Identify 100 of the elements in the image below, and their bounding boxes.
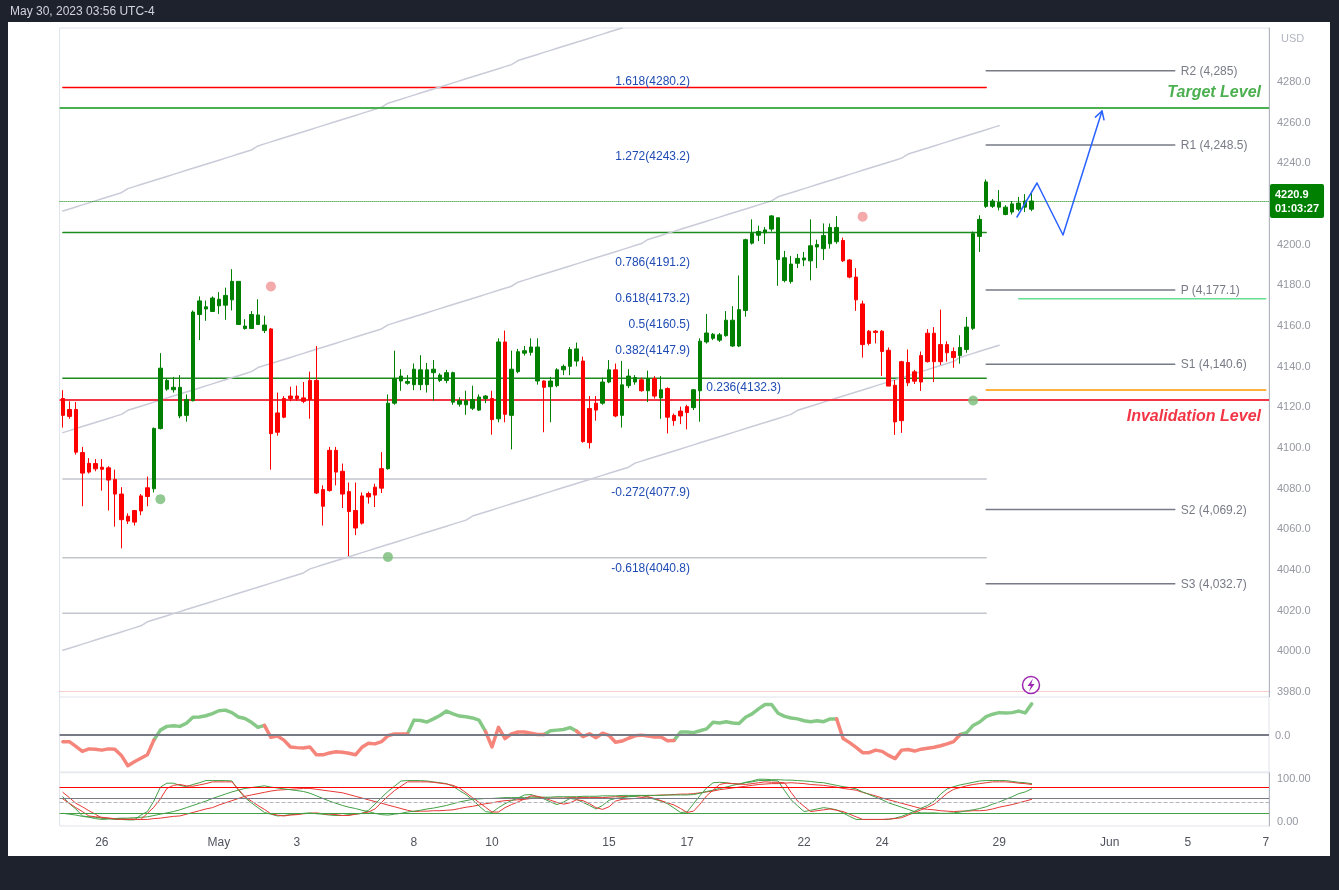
y-tick-label: 4180.0 bbox=[1277, 278, 1311, 291]
series-label: S2 (4,069.2) bbox=[1180, 502, 1247, 517]
candlestick bbox=[841, 237, 845, 263]
candlestick bbox=[893, 379, 897, 436]
candlestick bbox=[652, 375, 657, 399]
point bbox=[155, 494, 166, 505]
candlestick bbox=[782, 250, 787, 283]
annotation: -0.618(4040.8) bbox=[611, 561, 690, 575]
x-tick-label: 26 bbox=[95, 835, 109, 849]
candlestick bbox=[834, 215, 839, 245]
annotation: 0.5(4160.5) bbox=[628, 317, 690, 331]
candlestick bbox=[795, 253, 800, 269]
candlestick bbox=[613, 363, 618, 418]
candlestick bbox=[360, 491, 364, 526]
candlestick bbox=[217, 291, 221, 315]
candlestick bbox=[808, 218, 813, 281]
point bbox=[968, 395, 979, 406]
candlestick bbox=[249, 310, 254, 330]
candlestick bbox=[340, 463, 345, 509]
y-tick-label: 100.00 bbox=[1277, 771, 1311, 784]
candlestick bbox=[288, 386, 293, 402]
candlestick bbox=[431, 359, 436, 402]
candlestick bbox=[184, 393, 189, 423]
annotation: 1.618(4280.2) bbox=[615, 74, 690, 88]
y-tick-label: 4140.0 bbox=[1277, 359, 1311, 372]
y-tick-label: 4020.0 bbox=[1277, 603, 1311, 616]
candlestick bbox=[633, 374, 637, 386]
y-tick-label: 4000.0 bbox=[1277, 644, 1311, 657]
candlestick bbox=[685, 404, 689, 430]
candlestick bbox=[425, 362, 429, 394]
candlestick bbox=[178, 374, 182, 419]
candlestick bbox=[139, 493, 143, 516]
ref-line-label: 0.0 bbox=[1275, 728, 1291, 741]
x-tick-label: Jun bbox=[1100, 835, 1120, 849]
candlestick bbox=[587, 395, 592, 450]
candlestick bbox=[152, 427, 156, 493]
x-tick-label: 7 bbox=[1262, 835, 1270, 849]
x-tick-label: 17 bbox=[680, 835, 695, 849]
candlestick bbox=[119, 486, 124, 549]
line-series bbox=[62, 124, 1000, 434]
candlestick bbox=[971, 231, 975, 331]
candlestick bbox=[828, 222, 832, 250]
candlestick bbox=[548, 376, 553, 423]
candlestick bbox=[230, 268, 234, 311]
y-tick-label: 4160.0 bbox=[1277, 318, 1311, 331]
candlestick bbox=[158, 352, 163, 430]
candlestick bbox=[932, 326, 936, 383]
candlestick bbox=[132, 509, 137, 527]
candlestick bbox=[763, 226, 767, 245]
candlestick bbox=[529, 337, 533, 357]
candlestick bbox=[867, 329, 871, 346]
annotation: 0.786(4191.2) bbox=[615, 255, 690, 269]
candlestick bbox=[646, 370, 650, 403]
annotation: 0.382(4147.9) bbox=[615, 343, 690, 357]
y-tick-label: 4280.0 bbox=[1277, 74, 1311, 87]
candlestick bbox=[756, 225, 761, 242]
candlestick bbox=[678, 406, 683, 425]
line-series bbox=[62, 344, 1000, 651]
candlestick bbox=[737, 274, 741, 348]
candlestick bbox=[269, 327, 273, 471]
candlestick bbox=[607, 359, 611, 384]
candlestick bbox=[704, 313, 709, 345]
series-label: S1 (4,140.6) bbox=[1180, 357, 1247, 372]
y-tick-label: 4100.0 bbox=[1277, 440, 1311, 453]
candlestick bbox=[93, 458, 98, 472]
candlestick bbox=[67, 400, 72, 420]
candlestick bbox=[165, 378, 169, 392]
annotation: 0.618(4173.2) bbox=[615, 291, 690, 305]
candlestick bbox=[438, 372, 442, 383]
ref-line-label: Target Level bbox=[1167, 83, 1262, 101]
candlestick bbox=[113, 469, 117, 528]
candlestick bbox=[815, 239, 819, 269]
candlestick bbox=[243, 318, 247, 331]
candlestick bbox=[327, 446, 332, 493]
y-tick-label: 3980.0 bbox=[1277, 684, 1311, 697]
y-tick-label: 4200.0 bbox=[1277, 237, 1311, 250]
candlestick bbox=[977, 214, 982, 253]
annotation: 1.272(4243.2) bbox=[615, 149, 690, 163]
x-tick-label: 29 bbox=[992, 835, 1007, 849]
candlestick bbox=[347, 481, 351, 557]
x-tick-label: May bbox=[207, 835, 231, 849]
candlestick bbox=[282, 395, 286, 419]
candlestick bbox=[204, 299, 208, 322]
y-tick-label: 4120.0 bbox=[1277, 400, 1311, 413]
candlestick bbox=[925, 328, 930, 363]
candlestick bbox=[912, 369, 917, 385]
candlestick bbox=[74, 401, 78, 456]
point bbox=[382, 551, 393, 562]
candlestick bbox=[171, 376, 176, 394]
candlestick bbox=[126, 512, 130, 525]
y-tick-label: 4080.0 bbox=[1277, 481, 1311, 494]
candlestick bbox=[717, 332, 722, 343]
candlestick bbox=[399, 368, 403, 392]
candlestick bbox=[61, 389, 65, 429]
candlestick bbox=[490, 390, 494, 436]
candlestick bbox=[223, 287, 228, 321]
candlestick bbox=[262, 315, 267, 334]
candlestick bbox=[470, 385, 475, 411]
candlestick bbox=[899, 360, 904, 434]
candlestick bbox=[691, 388, 696, 411]
